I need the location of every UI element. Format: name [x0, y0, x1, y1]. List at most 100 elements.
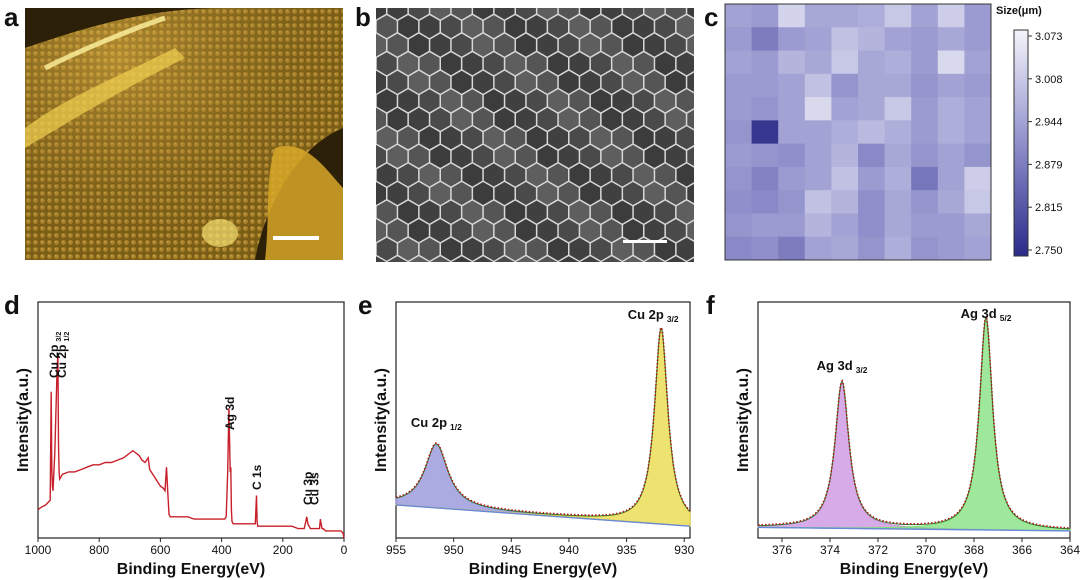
heatmap-cell	[884, 97, 912, 121]
hexagon-cell	[516, 107, 536, 131]
hexagon-cell	[483, 15, 504, 39]
hexagon-cell	[526, 15, 547, 39]
x-tick-label: 950	[444, 543, 464, 557]
hexagon-cell	[687, 146, 694, 167]
y-axis-label: Intensity(a.u.)	[373, 368, 390, 472]
heatmap-cell	[725, 213, 753, 238]
hexagon-cell	[430, 256, 451, 262]
hexagon-cell	[655, 163, 676, 187]
heatmap-cell	[937, 190, 965, 214]
scale-bar-a	[273, 236, 319, 240]
hexagon-cell	[537, 33, 558, 57]
heatmap-cell	[831, 213, 859, 238]
colorbar-tick-label: 2.750	[1035, 245, 1063, 257]
colorbar-tick-label: 3.073	[1035, 31, 1063, 43]
hexagon-cell	[676, 163, 694, 187]
heatmap-cell	[751, 50, 779, 75]
hexagon-cell	[526, 200, 547, 224]
heatmap-cell	[911, 50, 939, 75]
hexagon-cell	[655, 200, 676, 224]
hexagon-cell	[601, 33, 622, 57]
heatmap-cell	[804, 73, 832, 98]
heatmap-cell	[937, 166, 965, 191]
hexagon-cell	[376, 8, 386, 20]
heatmap-cell	[911, 236, 939, 261]
heatmap-cell	[937, 213, 965, 238]
x-tick-label: 370	[916, 543, 936, 557]
hexagon-cell	[516, 219, 536, 243]
hexagon-cell	[441, 200, 461, 224]
hexagon-cell	[623, 33, 643, 57]
heatmap-cell	[858, 4, 886, 28]
hexagon-cell	[537, 107, 558, 131]
hexagon-cell	[580, 144, 601, 168]
hexagon-cell	[376, 89, 397, 113]
hexagon-cell	[451, 70, 472, 94]
hexagon-cell	[590, 52, 611, 76]
hexagon-cell	[601, 144, 622, 168]
peak-label: Ag 3d	[223, 397, 237, 430]
hexagon-cell	[558, 107, 579, 131]
x-axis-label: Binding Energy(eV)	[840, 561, 988, 578]
hexagon-cell	[387, 144, 408, 168]
hexagon-cell	[601, 219, 622, 243]
hexagon-cell	[633, 237, 654, 261]
heatmap-cell	[911, 120, 939, 145]
hexagon-cell	[644, 70, 665, 94]
panel-letter-c: c	[704, 2, 719, 32]
heatmap-cell	[964, 120, 992, 145]
hexagon-cell	[408, 8, 429, 20]
hexagon-cell	[494, 219, 515, 243]
x-tick-label: 376	[772, 543, 792, 557]
hexagon-cell	[462, 200, 483, 224]
heatmap-cell	[751, 213, 779, 238]
hexagon-cell	[558, 33, 579, 57]
y-axis-label: Intensity(a.u.)	[15, 368, 32, 472]
hexagon-cell	[387, 182, 408, 205]
heatmap-cell	[937, 73, 965, 98]
hexagon-cell	[473, 8, 494, 20]
hexagon-cell	[558, 219, 579, 243]
heatmap-cell	[858, 97, 886, 121]
heatmap-cell	[778, 73, 806, 98]
hexagon-cell	[441, 15, 461, 39]
hexagon-cell	[462, 237, 483, 261]
heatmap-cell	[804, 166, 832, 191]
hexagon-cell	[516, 144, 536, 168]
hexagon-cell	[537, 70, 558, 94]
hexagon-cell	[569, 237, 590, 261]
hexagon-cell	[419, 237, 440, 261]
hexagon-cell	[473, 182, 494, 205]
heatmap-cell	[964, 97, 992, 121]
hexagon-cell	[505, 163, 526, 187]
hexagon-cell	[644, 219, 665, 243]
hexagon-cell	[590, 200, 611, 224]
hexagon-cell	[473, 107, 494, 131]
hexagon-cell	[526, 89, 547, 113]
x-tick-label: 930	[674, 543, 694, 557]
heatmap-cell	[911, 97, 939, 121]
hexagon-cell	[376, 163, 397, 187]
hexagon-cell	[505, 15, 526, 39]
hexagon-cell	[580, 219, 601, 243]
colorbar	[1013, 29, 1029, 257]
hexagon-cell	[505, 52, 526, 76]
peak-label: Cu 2p3/2	[47, 332, 63, 378]
hexagon-cell	[612, 89, 633, 113]
hexagon-cell	[494, 107, 515, 131]
hexagon-cell	[473, 144, 494, 168]
hexagon-cell	[516, 182, 536, 205]
hexagon-cell	[687, 109, 694, 129]
heatmap-frame	[724, 3, 992, 261]
heatmap-cell	[937, 97, 965, 121]
heatmap-cell	[751, 27, 779, 52]
hexagon-cell	[558, 144, 579, 168]
heatmap-cell	[778, 120, 806, 145]
hexagon-cell	[398, 237, 419, 261]
hexagon-cell	[687, 221, 694, 241]
x-tick-label: 800	[89, 543, 109, 557]
hexagon-cell	[569, 89, 590, 113]
heatmap-cell	[884, 120, 912, 145]
hexagon-cell	[569, 15, 590, 39]
hexagon-cell	[398, 200, 419, 224]
